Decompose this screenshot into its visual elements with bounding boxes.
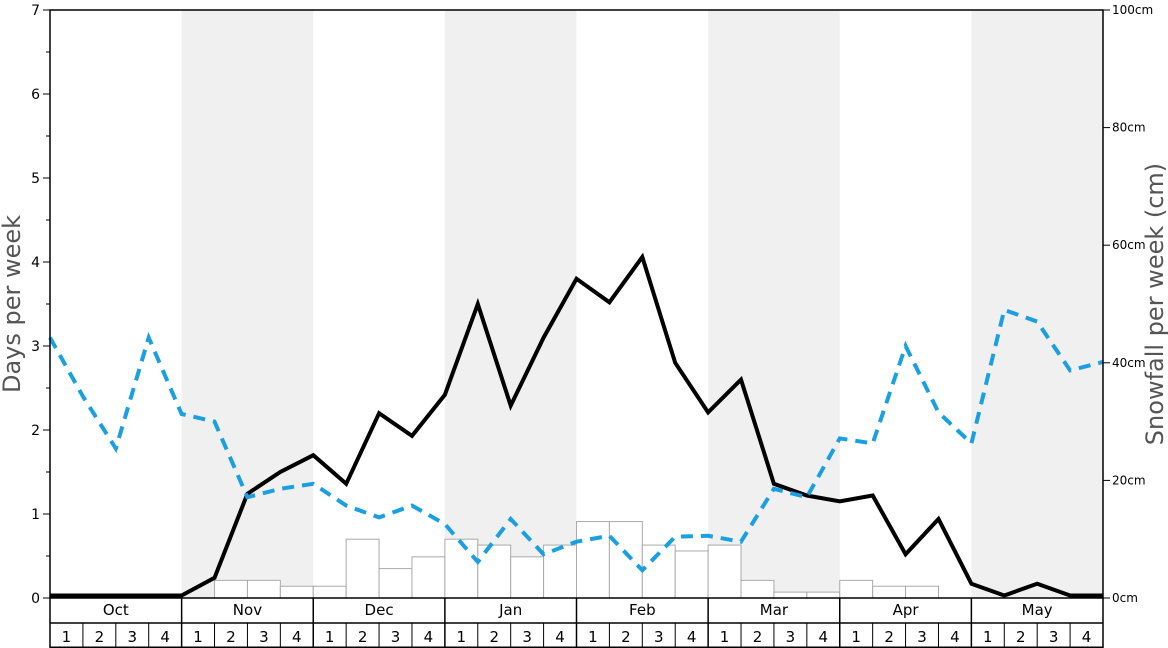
snowfall-bar (411, 556, 446, 599)
right-tick-label: 0cm (1112, 591, 1138, 605)
left-tick-label: 1 (31, 507, 40, 523)
snowfall-bar (312, 585, 347, 599)
right-tick-label: 20cm (1112, 473, 1146, 487)
week-label: 2 (226, 628, 236, 646)
right-tick-label: 40cm (1112, 356, 1146, 370)
month-shading-layer (181, 10, 1103, 598)
snowfall-bar (806, 591, 841, 599)
month-label-dec: Dec (365, 601, 394, 619)
week-label: 2 (753, 628, 763, 646)
blue-dashed-series-line (48, 307, 1104, 574)
week-label: 4 (292, 628, 302, 646)
x-axis-months-weeks: Oct Nov Dec Jan Feb Mar Apr May 1 2 3 4 1 2 3 4 1 2 3 4 1 2 3 4… (49, 598, 1104, 648)
week-label: 4 (1082, 628, 1092, 646)
left-axis: 0 1 2 3 4 5 6 7 (31, 3, 50, 607)
month-label-may: May (1022, 601, 1053, 619)
week-label: 1 (983, 628, 993, 646)
week-label: 1 (62, 628, 72, 646)
snowfall-bar (608, 521, 643, 599)
week-label: 1 (457, 628, 467, 646)
snowfall-bars (214, 521, 939, 599)
left-tick-label: 2 (31, 423, 40, 439)
week-label: 3 (1049, 628, 1059, 646)
week-label: 1 (720, 628, 730, 646)
left-tick-label: 7 (31, 3, 40, 19)
week-label: 4 (424, 628, 434, 646)
week-label: 2 (358, 628, 368, 646)
week-label: 4 (687, 628, 697, 646)
snowfall-bar (773, 591, 808, 599)
snowfall-bar (674, 550, 709, 599)
week-label: 1 (588, 628, 598, 646)
black-solid-series-line (50, 252, 1103, 598)
week-label: 2 (95, 628, 105, 646)
snowfall-bar (345, 538, 380, 599)
snowfall-bar (905, 585, 939, 599)
right-tick-label: 100cm (1112, 3, 1153, 17)
week-label: 4 (160, 628, 170, 646)
month-label-oct: Oct (103, 601, 129, 619)
left-tick-label: 4 (31, 255, 40, 271)
week-label: 4 (819, 628, 829, 646)
snowfall-bar (378, 568, 413, 599)
month-shade-jan (444, 10, 577, 598)
right-axis: 0cm 20cm 40cm 60cm 80cm 100cm (1103, 3, 1153, 605)
snowfall-bar (707, 544, 742, 599)
week-label: 2 (489, 628, 499, 646)
week-label: 3 (522, 628, 532, 646)
series-lines (48, 252, 1104, 598)
week-label: 1 (851, 628, 861, 646)
week-label: 3 (127, 628, 137, 646)
snowfall-bar (246, 579, 281, 599)
month-shade-may (971, 10, 1103, 598)
month-label-nov: Nov (233, 601, 262, 619)
month-shade-mar (708, 10, 840, 598)
snowfall-bar (444, 538, 479, 599)
snowfall-bar (510, 556, 545, 599)
snowfall-bar (543, 544, 577, 599)
left-tick-label: 5 (31, 171, 40, 187)
month-shade-nov (181, 10, 314, 598)
right-tick-label: 60cm (1112, 238, 1146, 252)
week-label: 3 (259, 628, 269, 646)
left-tick-label: 0 (31, 591, 40, 607)
week-label: 3 (654, 628, 664, 646)
month-label-jan: Jan (498, 601, 522, 619)
week-label: 3 (391, 628, 401, 646)
week-label: 1 (193, 628, 203, 646)
left-tick-label: 6 (31, 87, 40, 103)
week-label: 4 (950, 628, 960, 646)
right-axis-title: Snowfall per week (cm) (1141, 163, 1168, 445)
snowfall-bar (214, 579, 248, 599)
week-label: 2 (1016, 628, 1026, 646)
snowfall-bar (872, 585, 907, 599)
week-label: 2 (884, 628, 894, 646)
month-label-mar: Mar (760, 601, 789, 619)
left-axis-title: Days per week (0, 215, 26, 393)
week-label: 3 (917, 628, 927, 646)
snowfall-bar (839, 579, 874, 599)
month-label-feb: Feb (629, 601, 656, 619)
week-label: 3 (786, 628, 796, 646)
left-tick-label: 3 (31, 339, 40, 355)
snowfall-bar (477, 544, 512, 599)
week-label: 4 (555, 628, 565, 646)
month-label-apr: Apr (893, 601, 920, 619)
snowfall-bar (279, 585, 314, 599)
snowfall-bar (576, 521, 610, 599)
week-label: 2 (621, 628, 631, 646)
right-tick-label: 80cm (1112, 121, 1146, 135)
snowfall-bar (740, 579, 775, 599)
week-label: 1 (325, 628, 335, 646)
